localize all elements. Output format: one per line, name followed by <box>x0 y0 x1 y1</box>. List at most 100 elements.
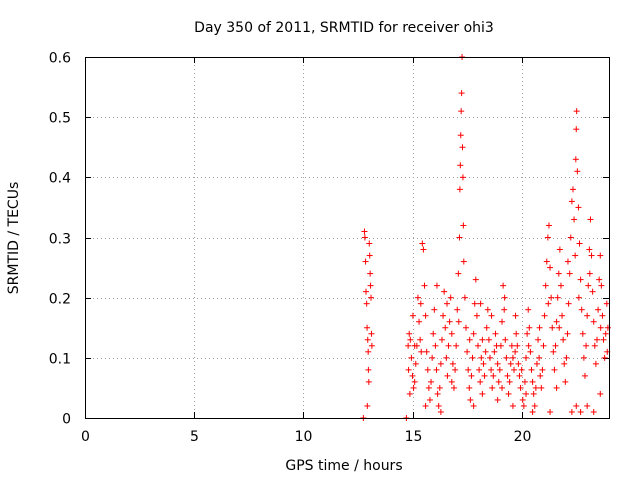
data-point <box>545 222 552 229</box>
data-point <box>525 342 532 349</box>
data-point <box>437 408 444 415</box>
data-point <box>420 246 427 253</box>
data-point <box>443 354 450 361</box>
data-point <box>472 276 479 283</box>
data-point <box>537 372 544 379</box>
data-point <box>460 222 467 229</box>
x-tick-label: 15 <box>405 429 423 445</box>
x-tick-label: 20 <box>514 429 532 445</box>
data-point <box>518 366 525 373</box>
data-point <box>524 330 531 337</box>
data-point <box>466 336 473 343</box>
data-point <box>455 270 462 277</box>
grid-lines <box>85 57 609 418</box>
data-point <box>453 342 460 349</box>
data-point <box>556 246 563 253</box>
data-point <box>529 378 536 385</box>
data-point <box>581 372 588 379</box>
data-point <box>577 276 584 283</box>
data-point <box>549 324 556 331</box>
data-point <box>602 330 609 337</box>
data-point <box>455 318 462 325</box>
data-point <box>564 258 571 265</box>
data-point <box>572 252 579 259</box>
data-point <box>479 390 486 397</box>
data-point <box>523 390 530 397</box>
data-point <box>458 108 465 115</box>
data-point <box>362 288 369 295</box>
data-point <box>539 366 546 373</box>
y-tick-label: 0.4 <box>49 171 71 187</box>
data-point <box>513 330 520 337</box>
data-point <box>596 276 603 283</box>
data-point <box>499 318 506 325</box>
data-point <box>363 300 370 307</box>
data-point <box>533 360 540 367</box>
data-point <box>553 318 560 325</box>
data-point <box>532 384 539 391</box>
data-point <box>437 360 444 367</box>
data-point <box>496 366 503 373</box>
data-point <box>468 372 475 379</box>
data-point <box>416 318 423 325</box>
data-point <box>555 270 562 277</box>
data-point <box>405 366 412 373</box>
data-point <box>454 306 461 313</box>
data-point <box>587 216 594 223</box>
data-point <box>598 282 605 289</box>
data-point <box>576 240 583 247</box>
data-point <box>450 384 457 391</box>
data-point <box>446 318 453 325</box>
x-tick-label: 0 <box>81 429 90 445</box>
data-point <box>585 282 592 289</box>
data-point <box>459 174 466 181</box>
data-point <box>535 336 542 343</box>
data-point <box>407 336 414 343</box>
data-point <box>365 366 372 373</box>
data-point <box>406 390 413 397</box>
data-point <box>444 372 451 379</box>
data-point <box>436 384 443 391</box>
data-point <box>441 288 448 295</box>
data-point <box>553 384 560 391</box>
data-point <box>520 402 527 409</box>
data-point <box>584 402 591 409</box>
data-point <box>443 300 450 307</box>
data-point <box>466 384 473 391</box>
data-point <box>478 354 485 361</box>
data-point <box>487 354 494 361</box>
data-point <box>501 306 508 313</box>
data-point <box>473 312 480 319</box>
data-point <box>422 402 429 409</box>
data-point <box>526 324 533 331</box>
y-tick-label: 0.2 <box>49 292 71 308</box>
data-point <box>417 300 424 307</box>
data-point <box>464 348 471 355</box>
data-point <box>461 294 468 301</box>
data-point <box>424 366 431 373</box>
data-point <box>543 258 550 265</box>
data-point <box>409 372 416 379</box>
data-point <box>525 306 532 313</box>
data-point <box>578 306 585 313</box>
data-point <box>565 300 572 307</box>
y-axis-label: SRMTID / TECUs <box>6 182 22 295</box>
data-point <box>479 336 486 343</box>
data-point <box>410 384 417 391</box>
data-point <box>573 108 580 115</box>
data-point <box>601 354 608 361</box>
data-point <box>433 366 440 373</box>
chart-title: Day 350 of 2011, SRMTID for receiver ohi… <box>194 20 494 36</box>
data-point <box>470 402 477 409</box>
data-point <box>542 282 549 289</box>
y-tick-label: 0.5 <box>49 111 71 127</box>
data-point <box>368 330 375 337</box>
data-point <box>509 402 516 409</box>
data-point <box>428 378 435 385</box>
data-point <box>506 378 513 385</box>
data-point <box>364 324 371 331</box>
data-point <box>590 318 597 325</box>
data-point <box>536 324 543 331</box>
data-point <box>432 342 439 349</box>
data-point <box>502 336 509 343</box>
